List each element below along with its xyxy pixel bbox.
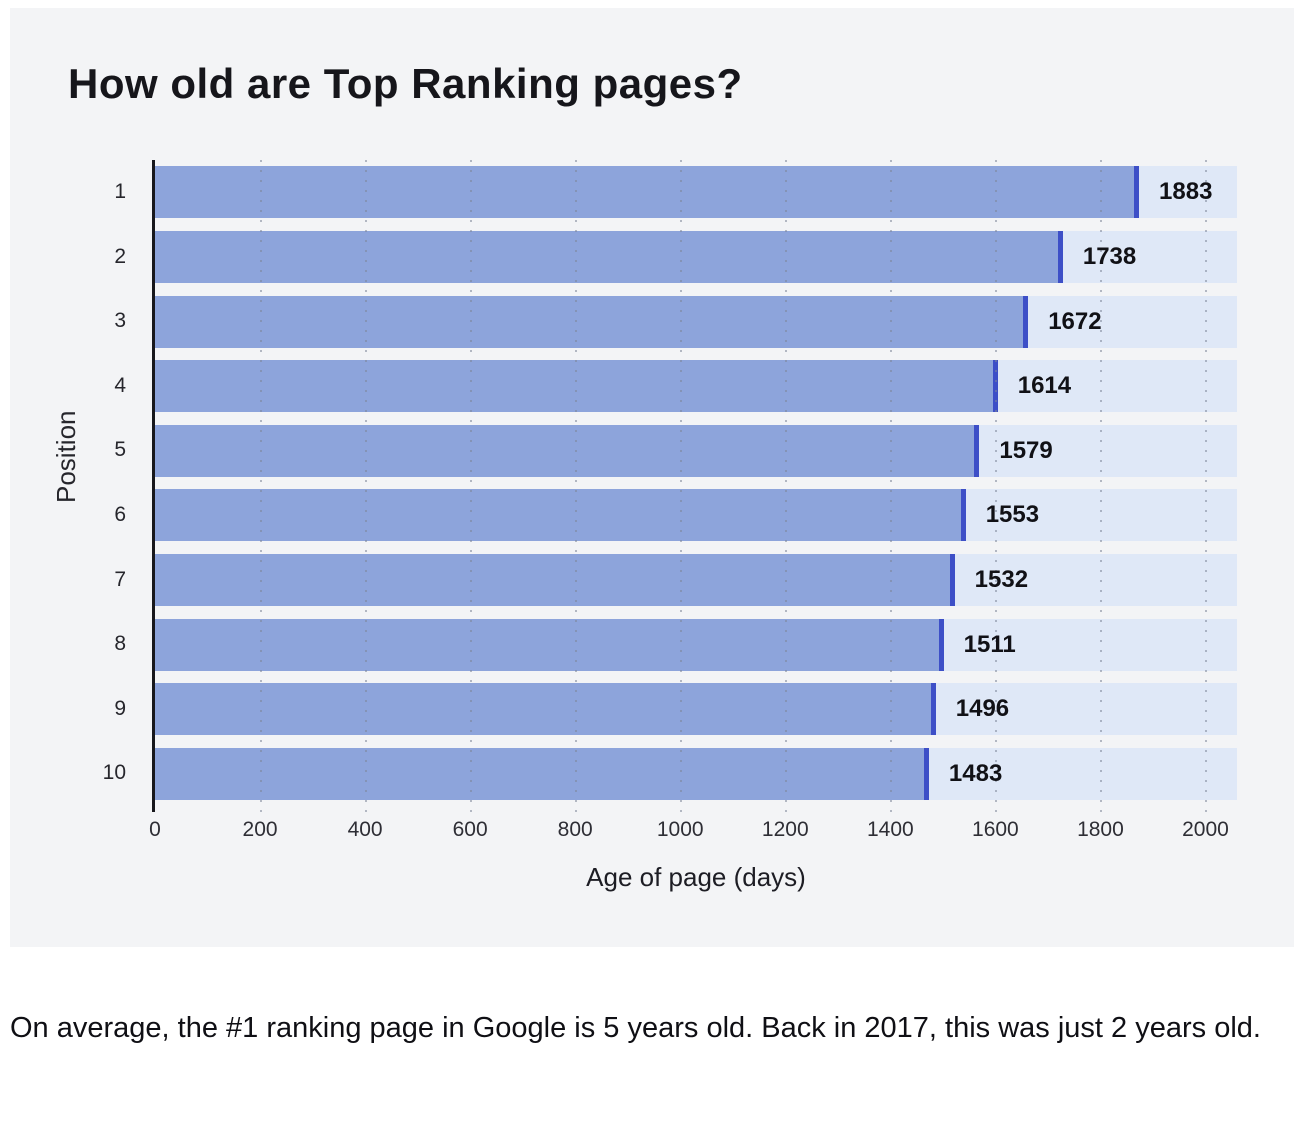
y-tick-label: 3 [114, 309, 126, 333]
y-tick-label: 10 [102, 761, 126, 785]
x-tick-label: 1800 [1077, 818, 1124, 841]
x-tick-label: 200 [242, 818, 278, 841]
chart-title: How old are Top Ranking pages? [68, 60, 743, 107]
bar [155, 295, 1029, 348]
x-tick-label: 1000 [656, 818, 704, 841]
bar-value-label: 1883 [1159, 178, 1213, 206]
y-tick-label: 5 [114, 438, 126, 462]
bar-value-label: 1579 [999, 436, 1053, 464]
y-tick-label: 4 [114, 373, 126, 397]
x-tick-label: 600 [452, 818, 488, 841]
x-tick-label: 2000 [1182, 818, 1229, 841]
gridline [575, 160, 578, 812]
y-tick-labels: 1 2 3 4 5 6 7 8 9 10 [88, 160, 140, 806]
bar-value-label: 1672 [1048, 307, 1102, 335]
gridline [680, 160, 683, 812]
y-tick-label: 7 [114, 567, 126, 591]
bar [155, 618, 944, 671]
bar [155, 747, 929, 800]
x-tick-label: 1600 [972, 818, 1019, 841]
x-tick-label: 400 [347, 818, 383, 841]
bar-value-label: 1496 [955, 695, 1010, 723]
gridline [995, 160, 998, 812]
bar-value-label: 1532 [974, 565, 1029, 593]
bar-value-label: 1483 [948, 759, 1003, 787]
gridline [260, 160, 263, 812]
bar [155, 683, 936, 736]
x-tick-label: 1400 [866, 818, 914, 841]
plot-area: 1883 1738 1672 1614 1579 1553 1532 1511 1496 1483 [152, 160, 1237, 812]
gridline [1100, 160, 1103, 812]
gridline [785, 160, 788, 812]
bar [155, 166, 1140, 219]
bar [155, 230, 1063, 283]
gridline [365, 160, 368, 812]
x-tick-label: 1200 [761, 818, 809, 841]
y-tick-label: 9 [114, 696, 126, 720]
gridline [1205, 160, 1208, 812]
y-tick-label: 1 [114, 180, 126, 203]
x-tick-label: 0 [149, 818, 161, 841]
bar-value-label: 1511 [963, 630, 1016, 658]
gridline [470, 160, 473, 812]
bar-value-label: 1553 [985, 501, 1040, 529]
x-axis-title: Age of page (days) [586, 862, 806, 892]
y-axis-line [152, 160, 155, 812]
caption-text: On average, the #1 ranking page in Googl… [10, 1012, 1261, 1044]
bar-value-label: 1738 [1082, 242, 1137, 270]
bar [155, 489, 966, 542]
bar-value-label: 1614 [1017, 372, 1072, 400]
y-tick-label: 6 [114, 503, 126, 526]
x-tick-label: 800 [557, 818, 593, 841]
y-tick-label: 8 [114, 632, 126, 656]
x-tick-labels: 0 200 400 600 800 1000 1200 1400 1600 1800 2000 [149, 818, 1237, 848]
bar [155, 553, 955, 606]
gridline [890, 160, 893, 812]
bar [155, 424, 980, 477]
y-tick-label: 2 [114, 244, 126, 268]
